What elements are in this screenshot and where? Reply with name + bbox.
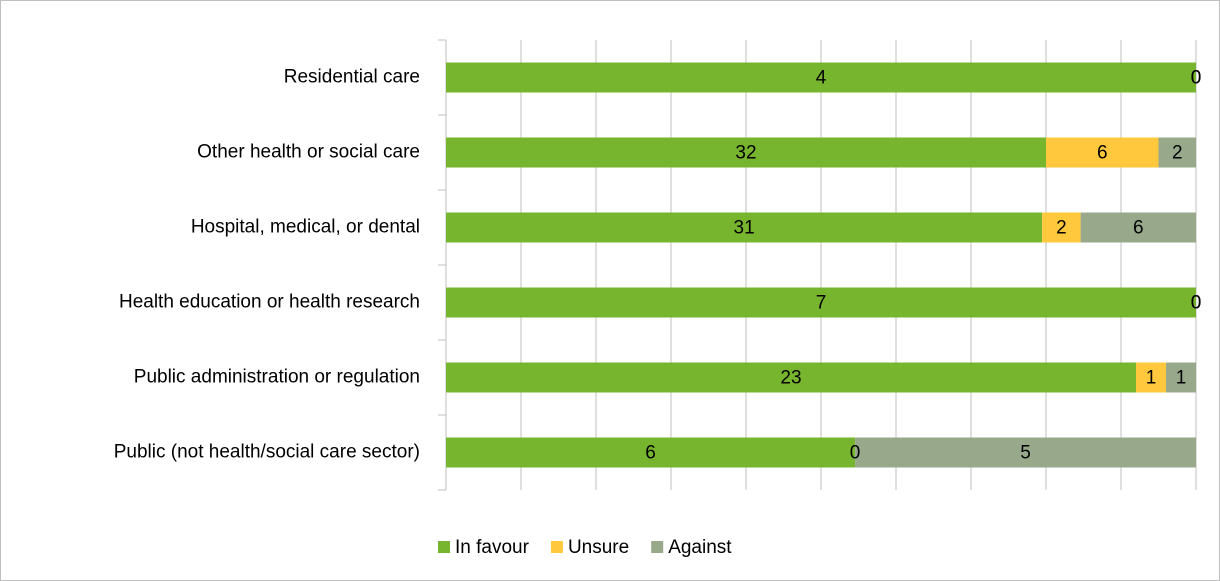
bar-segment [1166,362,1196,393]
bar-segment [1046,137,1159,168]
data-label: 2 [1056,218,1067,239]
data-label: 31 [734,218,755,239]
data-label: 6 [645,443,656,464]
legend-swatch [550,541,563,553]
bar-segment [1158,137,1196,168]
bar-segment [446,137,1046,168]
y-tick-label: Health education or health research [119,292,420,313]
legend-label: In favour [455,537,530,558]
y-tick-label: Public administration or regulation [134,367,420,388]
data-label: 5 [1020,443,1031,464]
bar-segment [855,437,1196,468]
y-tick-label: Residential care [284,67,420,88]
data-label: 4 [816,68,827,89]
legend-label: Against [668,537,732,558]
legend-label: Unsure [568,537,629,558]
bar-segment [446,437,856,468]
bar-segment [1080,212,1196,243]
data-label: 1 [1176,368,1187,389]
y-tick-label: Public (not health/social care sector) [114,442,420,463]
data-label: 0 [1191,68,1202,89]
data-label: 6 [1097,143,1108,164]
data-label: 0 [1191,293,1202,314]
y-tick-label: Hospital, medical, or dental [191,217,420,238]
bar-segment [446,62,1196,93]
data-label: 0 [850,443,861,464]
data-label: 7 [816,293,827,314]
bar-segment [446,362,1136,393]
data-label: 32 [735,143,756,164]
data-label: 0 [1191,293,1202,314]
bar-segment [446,212,1043,243]
bar-segment [1136,362,1166,393]
data-label: 6 [1133,218,1144,239]
y-tick-label: Other health or social care [197,142,420,163]
legend-swatch [438,541,450,553]
data-label: 1 [1146,368,1157,389]
data-label: 23 [780,368,801,389]
data-label: 0 [1191,68,1202,89]
bar-segment [1042,212,1081,243]
legend-swatch [651,541,664,553]
data-label: 2 [1172,143,1183,164]
bar-segment [446,287,1196,318]
